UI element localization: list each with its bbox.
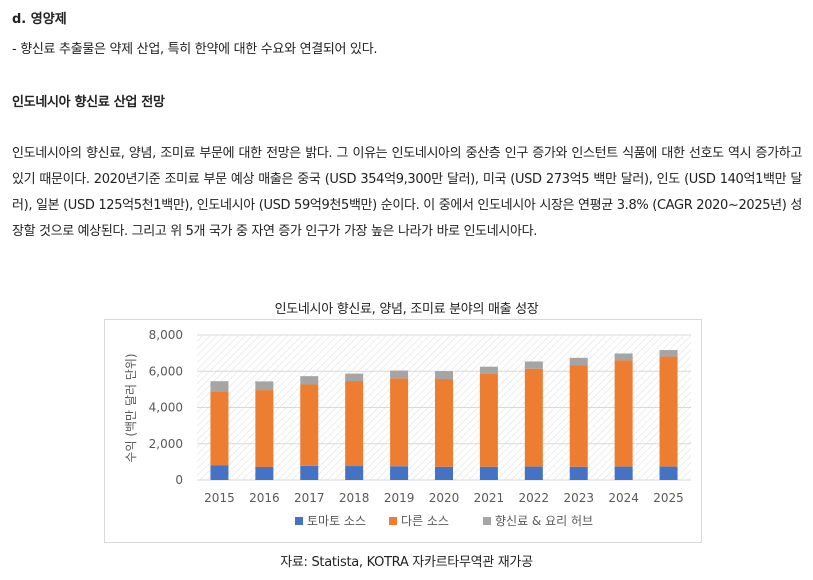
chart-title: 인도네시아 향신료, 양념, 조미료 분야의 매출 성장 <box>274 302 539 317</box>
bar-segment <box>345 381 364 467</box>
legend-swatch <box>483 517 491 525</box>
x-tick-label: 2019 <box>384 491 415 505</box>
bar-segment <box>569 365 588 467</box>
legend-label: 토마토 소스 <box>307 514 366 528</box>
x-tick-label: 2020 <box>429 491 460 505</box>
bullet-text: - 향신료 추출물은 약제 산업, 특히 한약에 대한 수요와 연결되어 있다. <box>12 42 378 57</box>
bar-group <box>210 350 678 480</box>
sub-heading: 인도네시아 향신료 산업 전망 <box>12 95 165 110</box>
legend: 토마토 소스 다른 소스 향신료 & 요리 허브 <box>295 514 593 528</box>
x-tick-label: 2022 <box>519 491 550 505</box>
bar-segment <box>345 466 364 480</box>
bar-segment <box>435 379 453 467</box>
bar-segment <box>255 466 274 480</box>
source-note: 자료: Statista, KOTRA 자카르타무역관 재가공 <box>280 555 533 570</box>
bar-segment <box>569 466 588 480</box>
x-axis-ticks: 2015 2016 2017 2018 2019 2020 2021 2022 2023 2024… <box>204 491 684 505</box>
bar-segment <box>614 353 633 361</box>
y-tick-label: 8,000 <box>149 328 183 342</box>
bar-segment <box>524 368 543 467</box>
bar-segment <box>524 466 543 480</box>
x-tick-label: 2021 <box>474 491 505 505</box>
bar-segment <box>210 391 229 466</box>
y-tick-label: 0 <box>175 473 183 487</box>
x-tick-label: 2016 <box>249 491 280 505</box>
legend-swatch <box>295 517 303 525</box>
x-tick-label: 2018 <box>339 491 370 505</box>
bar-segment <box>390 378 409 467</box>
bar-segment <box>569 357 588 366</box>
bar-segment <box>300 376 319 385</box>
x-tick-label: 2023 <box>563 491 594 505</box>
bar-segment <box>524 361 543 369</box>
legend-swatch <box>389 517 397 525</box>
bar-segment <box>255 390 274 467</box>
y-tick-label: 6,000 <box>149 364 183 378</box>
y-axis-ticks: 0 2,000 4,000 6,000 8,000 <box>149 328 183 487</box>
bar-segment <box>435 466 453 480</box>
bar-segment <box>479 466 498 480</box>
bar-segment <box>390 466 409 480</box>
x-tick-label: 2017 <box>294 491 325 505</box>
bar-segment <box>300 384 319 466</box>
body-paragraph: 인도네시아의 향신료, 양념, 조미료 부문에 대한 전망은 밝다. 그 이유는… <box>12 146 802 239</box>
bar-segment <box>659 356 678 467</box>
section-title: d. 영양제 <box>12 12 67 27</box>
bar-segment <box>435 371 453 380</box>
y-tick-label: 2,000 <box>149 437 183 451</box>
bar-segment <box>210 381 229 392</box>
legend-label: 향신료 & 요리 허브 <box>495 514 593 528</box>
bar-segment <box>479 366 498 374</box>
bar-segment <box>390 370 409 379</box>
bar-segment <box>659 350 678 357</box>
bar-segment <box>614 360 633 467</box>
x-tick-label: 2024 <box>608 491 639 505</box>
bar-segment <box>210 465 229 480</box>
bar-segment <box>479 373 498 467</box>
y-tick-label: 4,000 <box>149 401 183 415</box>
stacked-bar-chart: 0 2,000 4,000 6,000 8,000 수익 (백만 달러 단위) 2015… <box>124 328 691 528</box>
chart-frame: 0 2,000 4,000 6,000 8,000 수익 (백만 달러 단위) 2015… <box>104 319 702 543</box>
bar-segment <box>300 465 319 480</box>
bar-segment <box>659 466 678 480</box>
x-tick-label: 2025 <box>653 491 684 505</box>
y-axis-label: 수익 (백만 달러 단위) <box>124 353 138 462</box>
x-tick-label: 2015 <box>204 491 235 505</box>
bar-segment <box>614 466 633 480</box>
bar-segment <box>255 381 274 391</box>
bar-segment <box>345 373 364 382</box>
legend-label: 다른 소스 <box>401 514 449 528</box>
